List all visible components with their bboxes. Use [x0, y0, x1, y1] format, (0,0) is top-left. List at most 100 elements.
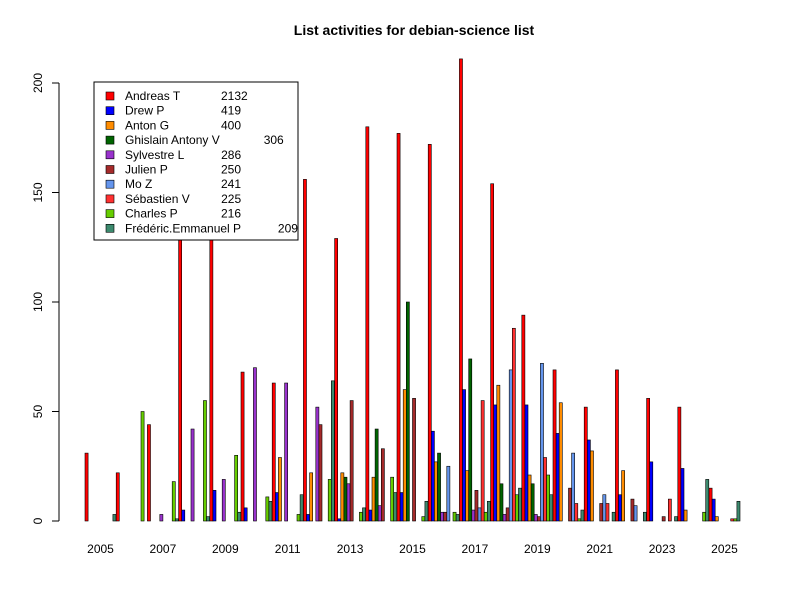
- bar: [175, 518, 179, 522]
- bar: [499, 483, 504, 522]
- bar: [393, 492, 398, 522]
- bar: [646, 398, 650, 522]
- bar: [237, 511, 242, 522]
- legend-swatch: [105, 106, 115, 115]
- bar: [243, 507, 248, 522]
- bar: [474, 490, 479, 522]
- bar: [549, 494, 554, 522]
- legend-series-name: Charles P: [125, 207, 178, 221]
- bar: [580, 509, 585, 522]
- x-tick-label: 2009: [212, 542, 239, 556]
- bar: [390, 476, 395, 522]
- bar: [661, 516, 666, 522]
- bar: [518, 487, 522, 522]
- bar: [552, 369, 557, 522]
- bar: [334, 238, 339, 522]
- bar: [508, 369, 513, 522]
- legend-series-total: 286: [221, 148, 241, 162]
- legend-box: [93, 81, 299, 241]
- bar: [568, 487, 572, 522]
- bar: [330, 380, 335, 522]
- bar: [234, 454, 239, 522]
- bars-group: [84, 58, 741, 522]
- bar: [630, 498, 635, 522]
- x-tick-label: 2007: [150, 542, 177, 556]
- bar: [190, 428, 195, 522]
- bar: [468, 358, 473, 522]
- bar: [471, 509, 476, 522]
- legend-series-name: Drew P: [125, 104, 164, 118]
- bar: [396, 133, 401, 522]
- bar: [455, 514, 460, 522]
- bar: [443, 511, 448, 522]
- x-tick-label: 2011: [275, 542, 301, 556]
- bar: [446, 465, 451, 522]
- bar: [555, 433, 560, 522]
- bar: [405, 301, 410, 522]
- bar: [343, 476, 348, 522]
- legend-swatch: [105, 135, 115, 145]
- x-tick-label: 2025: [711, 542, 738, 556]
- bar: [359, 511, 363, 522]
- legend-swatch: [105, 121, 115, 130]
- bar: [527, 474, 532, 522]
- bar: [496, 384, 501, 522]
- bar: [480, 400, 485, 522]
- bar: [412, 398, 416, 522]
- bar: [602, 494, 607, 522]
- bar: [733, 518, 738, 522]
- bar: [346, 483, 351, 522]
- bar: [649, 461, 654, 522]
- x-tick-label: 2021: [586, 542, 613, 556]
- bar: [736, 500, 741, 522]
- bar: [702, 511, 706, 522]
- y-tick-label: 0: [31, 517, 45, 524]
- bar: [253, 367, 257, 522]
- bar: [680, 468, 685, 522]
- bar: [430, 430, 435, 522]
- bar: [203, 400, 207, 522]
- bar: [296, 514, 301, 522]
- bar: [462, 389, 466, 522]
- bar: [206, 516, 210, 522]
- bar: [543, 457, 547, 522]
- bar: [178, 229, 183, 522]
- bar: [459, 58, 463, 522]
- bar: [574, 503, 579, 522]
- bar: [434, 461, 438, 522]
- y-tick-label: 100: [31, 292, 45, 312]
- bar: [515, 494, 519, 522]
- bar: [583, 406, 588, 522]
- bar: [599, 503, 604, 522]
- x-tick-label: 2013: [337, 542, 364, 556]
- bar: [377, 505, 382, 522]
- bar: [540, 363, 544, 522]
- bar: [521, 314, 526, 522]
- bar: [577, 518, 582, 522]
- bar: [667, 498, 672, 522]
- bar: [115, 472, 120, 522]
- bar: [674, 516, 678, 522]
- bar: [399, 492, 404, 522]
- bar: [327, 479, 332, 522]
- x-tick-label: 2015: [399, 542, 426, 556]
- x-axis-labels: 2005 2007 2009 2011 2013 2015 2017 2019 2021 2023…: [87, 542, 738, 556]
- bar: [615, 369, 619, 522]
- legend-series-name: Sylvestre L: [125, 148, 185, 162]
- bar: [465, 470, 470, 522]
- bar: [221, 479, 226, 522]
- bar: [586, 439, 591, 522]
- bar: [533, 514, 538, 522]
- legend-series-total: 250: [221, 163, 241, 177]
- bar: [452, 511, 457, 522]
- bar: [502, 514, 507, 522]
- y-tick-label: 200: [31, 73, 45, 93]
- bar: [611, 511, 616, 522]
- legend-swatch: [105, 179, 115, 189]
- bar: [505, 507, 510, 522]
- bar: [265, 496, 270, 522]
- legend-swatch: [105, 150, 115, 160]
- bar: [714, 516, 719, 522]
- bar: [340, 472, 345, 522]
- bar: [705, 479, 710, 522]
